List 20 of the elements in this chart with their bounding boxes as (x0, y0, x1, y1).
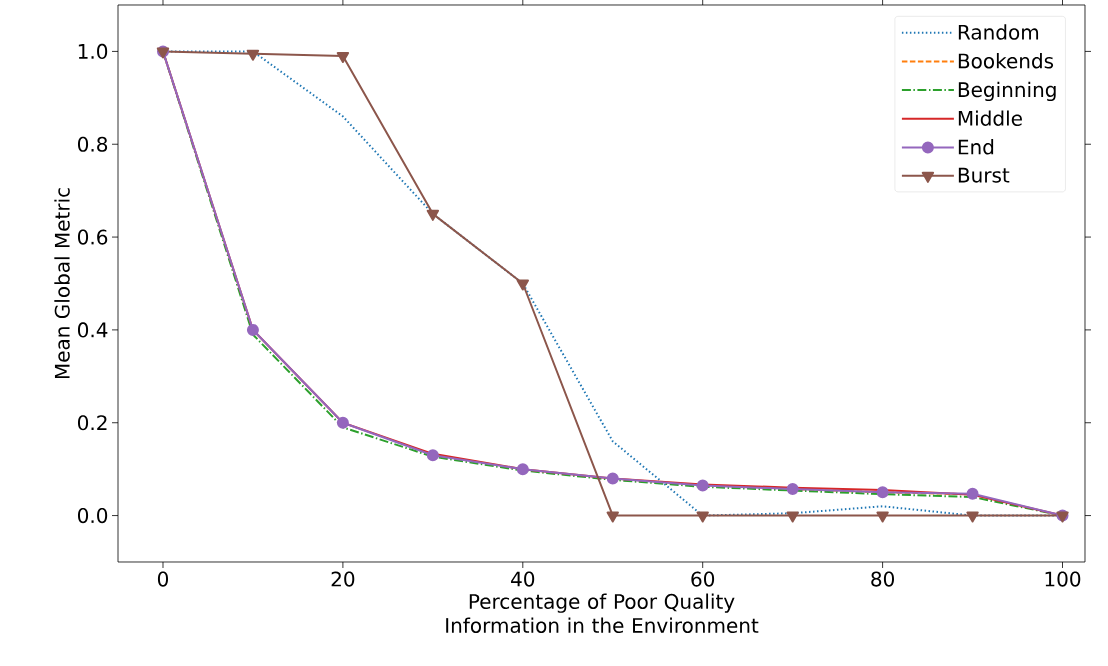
legend-label: Bookends (958, 53, 1054, 69)
x-tick-label: 0 (157, 571, 169, 587)
y-tick-label: 0.4 (77, 322, 108, 338)
legend-label: Random (958, 24, 1039, 40)
y-tick-label: 0.0 (77, 508, 108, 524)
y-tick-label: 0.6 (77, 229, 108, 245)
x-axis-title: Percentage of Poor Quality Information in the Environment (446, 593, 759, 633)
legend-label: End (958, 139, 994, 155)
x-tick-label: 20 (331, 571, 355, 587)
y-tick-label: 1.0 (78, 43, 108, 59)
legend-label: Beginning (958, 81, 1056, 102)
legend-label: Burst (958, 167, 1010, 183)
y-tick-label: 0.2 (77, 415, 107, 431)
x-tick-label: 100 (1045, 571, 1081, 587)
x-tick-label: 40 (511, 571, 535, 587)
y-axis-title: Mean Global Metric (54, 188, 70, 379)
x-tick-label: 80 (871, 571, 894, 587)
legend-label: Middle (958, 110, 1022, 126)
y-tick-label: 0.8 (77, 136, 108, 152)
x-tick-label: 60 (691, 571, 715, 587)
